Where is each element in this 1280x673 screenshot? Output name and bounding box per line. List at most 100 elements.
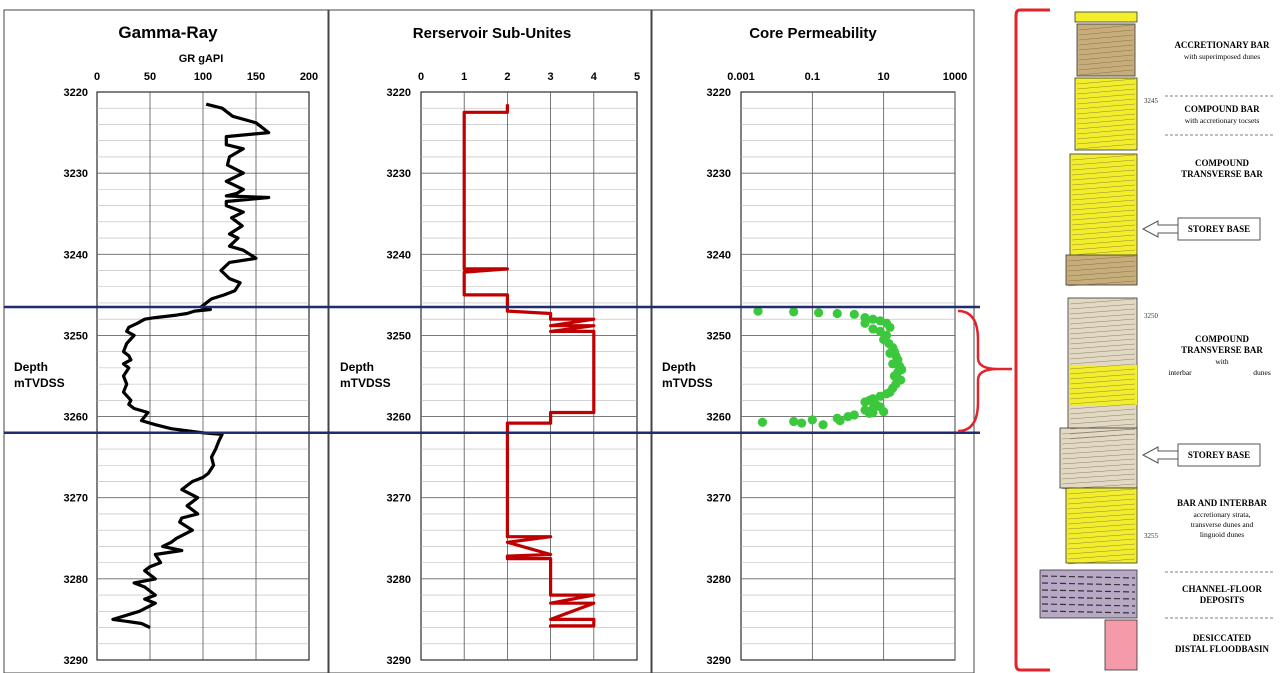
gamma-ray-ylabel-2: mTVDSS xyxy=(14,376,65,390)
p1-curve xyxy=(111,102,271,629)
depth-mark-3245: 3245 xyxy=(1144,97,1159,105)
permeability-point xyxy=(796,418,807,428)
hatch-line xyxy=(1067,513,1136,520)
hatch-line xyxy=(1067,523,1136,530)
hatch-line xyxy=(1061,428,1136,435)
hatch-line xyxy=(1071,209,1136,216)
hatch-line xyxy=(1061,448,1136,455)
gamma-ray-y-ticks: 3220 3230 3240 3250 3260 3270 3280 3290 xyxy=(64,87,88,667)
gamma-ray-xlabel: GR gAPI xyxy=(179,53,224,65)
bed-channel-floor xyxy=(1039,569,1138,619)
permeability-point xyxy=(849,309,859,319)
hatch-line xyxy=(1076,138,1136,145)
bed-accretionary-bar xyxy=(1076,23,1136,77)
channel-hatch xyxy=(1041,603,1136,607)
gamma-ray-grid xyxy=(96,91,310,661)
permeability-point xyxy=(875,391,885,401)
hatch-line xyxy=(1069,338,1136,345)
p3-y-tick-label: 3290 xyxy=(707,655,731,667)
hatch-line xyxy=(1069,408,1136,415)
label-dunes: dunes xyxy=(1253,368,1271,377)
storey-base-arrow-2: STOREY BASE xyxy=(1141,443,1261,467)
hatch-line xyxy=(1078,59,1134,66)
hatch-line xyxy=(1071,234,1136,241)
large-red-bracket xyxy=(1014,8,1050,672)
permeability-point xyxy=(753,306,763,316)
hatch-line xyxy=(1078,29,1134,36)
sub-unites-title: Rerservoir Sub-Unites xyxy=(413,25,571,42)
hatch-line xyxy=(1071,204,1136,211)
p1-y-tick-label: 3220 xyxy=(64,87,88,99)
p3-y-tick-label: 3270 xyxy=(707,493,731,505)
hatch-line xyxy=(1061,438,1136,445)
hatch-line xyxy=(1076,143,1136,150)
channel-hatch xyxy=(1041,596,1136,600)
storey-base-1-label: STOREY BASE xyxy=(1188,224,1250,234)
hatch-line xyxy=(1076,88,1136,95)
hatch-line xyxy=(1069,328,1136,335)
sub-unites-panel xyxy=(328,9,652,673)
hatch-line xyxy=(1069,383,1136,390)
gamma-ray-x-ticks: 0 50 100 150 200 xyxy=(94,71,318,83)
p2-y-tick-label: 3220 xyxy=(387,87,411,99)
p2-x-tick-label: 3 xyxy=(548,71,554,83)
p3-y-tick-label: 3240 xyxy=(707,249,731,261)
hatch-line xyxy=(1069,298,1136,305)
hatch-line xyxy=(1071,164,1136,171)
hatch-line xyxy=(1069,413,1136,420)
permeability-point xyxy=(789,307,799,317)
core-permeability-ylabel-2: mTVDSS xyxy=(662,376,713,390)
bed-bar-interbar xyxy=(1065,487,1138,564)
hatch-line xyxy=(1069,333,1136,340)
bed-lower-tan xyxy=(1065,254,1138,286)
channel-hatch xyxy=(1041,575,1136,579)
label-compound-transverse-2: TRANSVERSE BAR xyxy=(1181,169,1263,179)
hatch-line xyxy=(1061,433,1136,440)
hatch-line xyxy=(1078,24,1134,31)
permeability-point xyxy=(868,324,878,334)
hatch-line xyxy=(1078,64,1134,71)
hatch-line xyxy=(1071,174,1136,181)
hatch-line xyxy=(1069,393,1136,400)
hatch-line xyxy=(1067,265,1136,272)
p1-x-tick-label: 150 xyxy=(247,71,265,83)
label-compound-transverse-b2: TRANSVERSE BAR xyxy=(1181,345,1263,355)
p3-x-tick-label: 1000 xyxy=(943,71,967,83)
hatch-line xyxy=(1061,458,1136,465)
p3-y-tick-label: 3260 xyxy=(707,412,731,424)
p2-y-tick-label: 3290 xyxy=(387,655,411,667)
hatch-line xyxy=(1071,199,1136,206)
strat-column xyxy=(1039,11,1138,671)
label-bar-interbar-sub2: transverse dunes and xyxy=(1191,520,1254,529)
cross-bedding-hatch xyxy=(1041,24,1136,614)
label-compound-bar-sub: with accretionary tocsets xyxy=(1185,116,1260,125)
p2-x-tick-label: 5 xyxy=(634,71,640,83)
permeability-point xyxy=(864,408,875,418)
p2-x-tick-label: 4 xyxy=(591,71,598,83)
hatch-line xyxy=(1061,463,1136,470)
hatch-line xyxy=(1067,488,1136,495)
permeability-point xyxy=(868,314,878,324)
hatch-line xyxy=(1061,453,1136,460)
permeability-point xyxy=(885,322,895,332)
p1-y-tick-label: 3290 xyxy=(64,655,88,667)
sub-unites-ylabel-2: mTVDSS xyxy=(340,376,391,390)
hatch-line xyxy=(1071,179,1136,186)
hatch-line xyxy=(1078,69,1134,76)
hatch-line xyxy=(1076,113,1136,120)
p2-x-tick-label: 0 xyxy=(418,71,424,83)
p1-x-tick-label: 0 xyxy=(94,71,100,83)
hatch-line xyxy=(1071,169,1136,176)
p2-y-tick-label: 3280 xyxy=(387,574,411,586)
sub-unites-x-ticks: 0 1 2 3 4 5 xyxy=(418,71,640,83)
p1-y-tick-label: 3230 xyxy=(64,168,88,180)
hatch-line xyxy=(1067,508,1136,515)
hatch-line xyxy=(1071,159,1136,166)
bed-bar-interbar-top xyxy=(1059,427,1138,489)
hatch-line xyxy=(1067,543,1136,550)
hatch-line xyxy=(1071,184,1136,191)
hatch-line xyxy=(1067,558,1136,565)
label-desiccated-2: DISTAL FLOODBASIN xyxy=(1175,644,1270,654)
hatch-line xyxy=(1069,398,1136,405)
